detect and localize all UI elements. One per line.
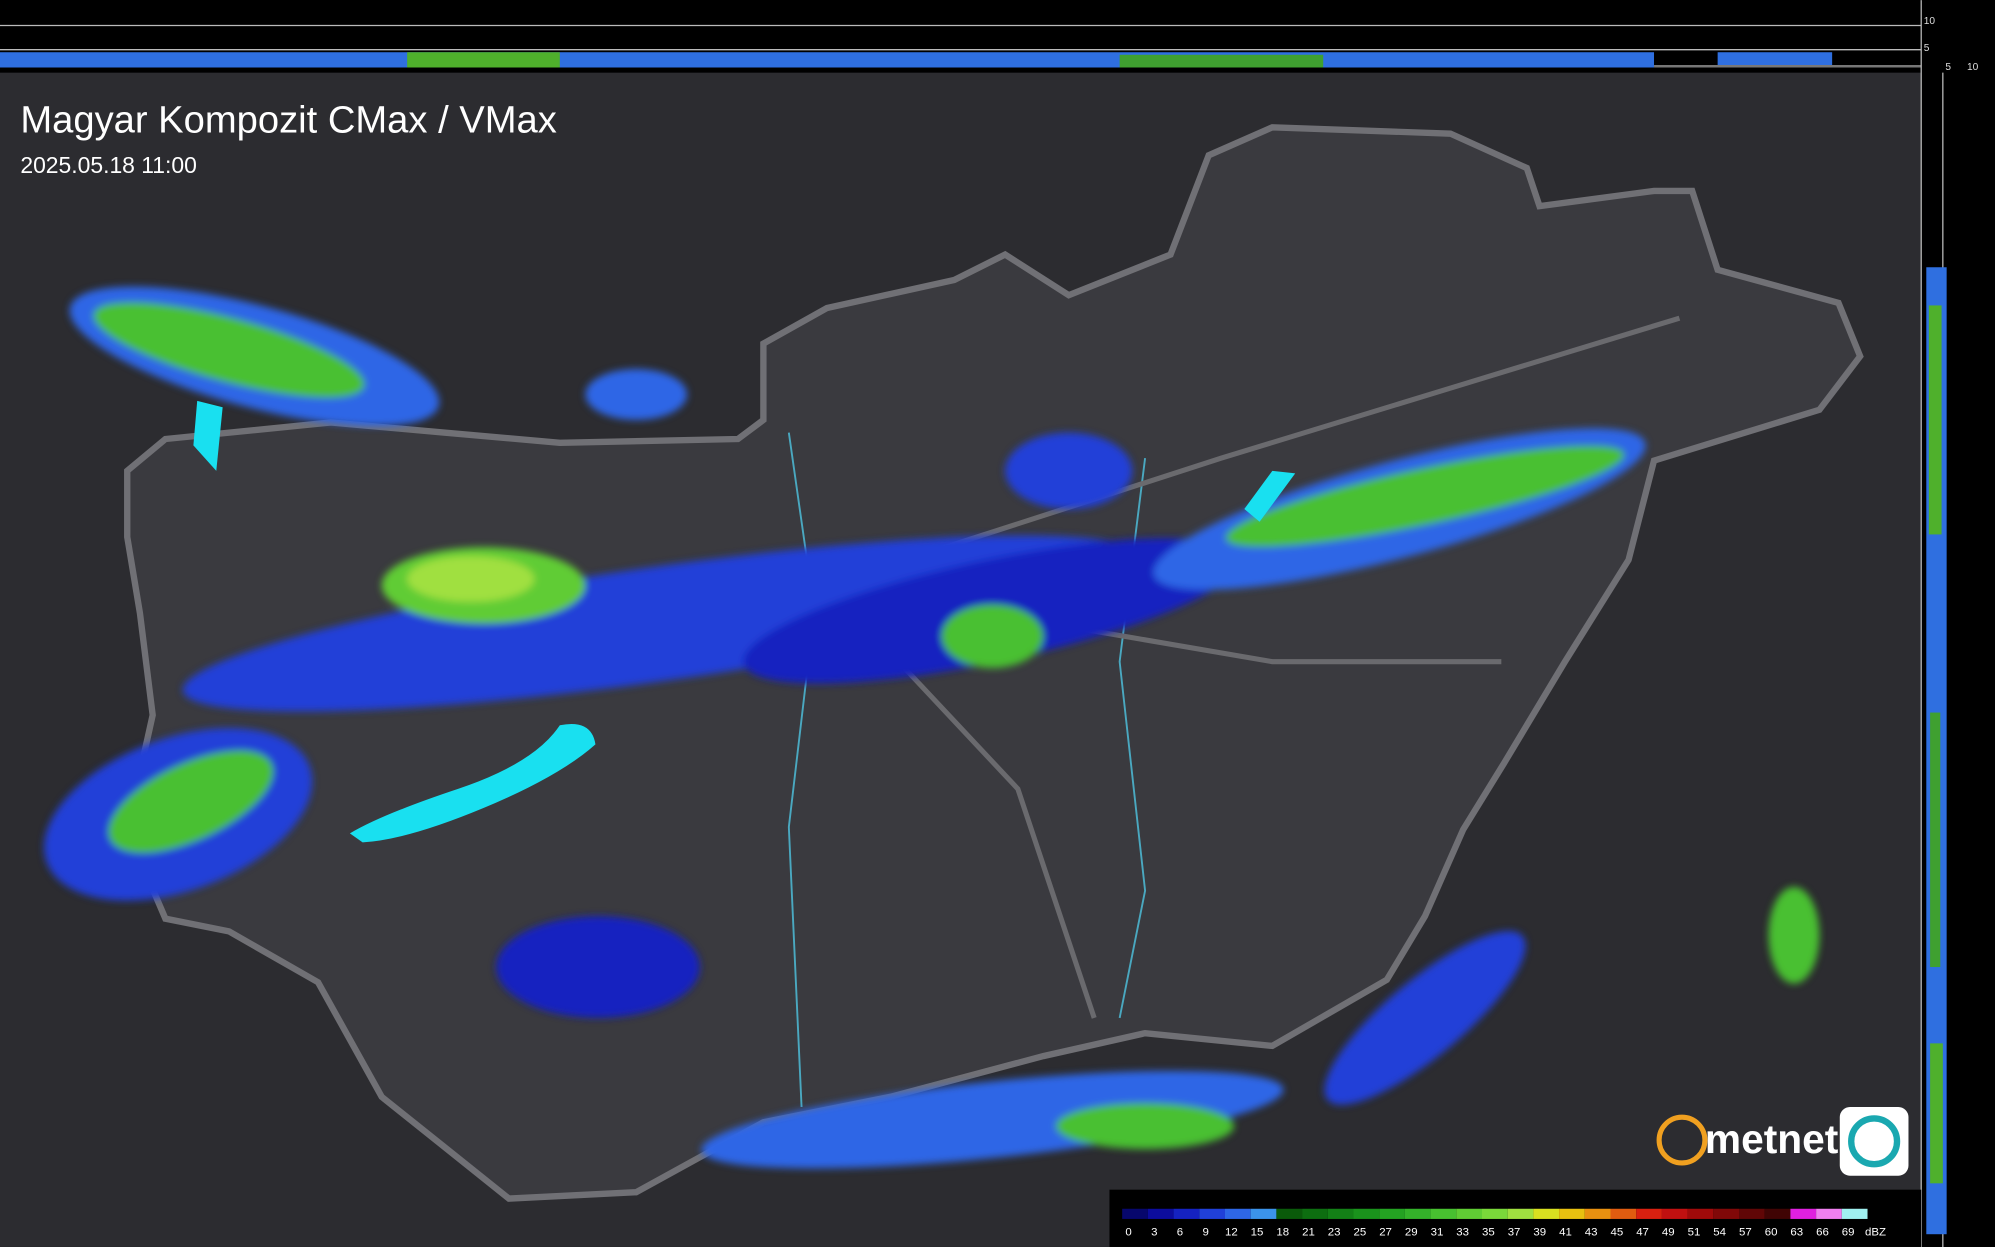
legend-label: 51 — [1688, 1226, 1701, 1238]
echo — [1768, 886, 1820, 984]
legend-swatch — [1559, 1208, 1585, 1219]
legend: 0 3 6 9 12 15 18 21 23 25 27 29 31 33 35 37 39 41 43 45 47 49… — [1122, 1208, 1886, 1238]
river — [787, 432, 816, 1108]
echo — [941, 604, 1044, 669]
echo — [1324, 931, 1526, 1105]
lake — [193, 400, 223, 471]
profile-label: 10 — [1967, 62, 1979, 73]
lake — [1244, 470, 1296, 522]
legend-label: 49 — [1662, 1226, 1675, 1238]
legend-swatch — [1379, 1208, 1405, 1219]
legend-swatch — [1404, 1208, 1431, 1219]
legend-label: 0 — [1125, 1226, 1131, 1238]
profile-echo — [1119, 54, 1324, 68]
echo — [1005, 432, 1133, 509]
echo — [407, 556, 535, 602]
legend-swatch — [1739, 1208, 1765, 1219]
legend-swatch — [1584, 1208, 1611, 1219]
legend-label: 21 — [1302, 1226, 1315, 1238]
legend-swatch — [1661, 1208, 1688, 1219]
legend-label: 57 — [1739, 1226, 1752, 1238]
legend-swatch — [1353, 1208, 1380, 1219]
legend-swatch — [1482, 1208, 1508, 1219]
echo — [182, 535, 1141, 712]
legend-swatch — [1122, 1208, 1148, 1219]
logo: metnet — [1656, 1106, 1909, 1176]
legend-swatch — [1199, 1208, 1225, 1219]
legend-label: 39 — [1533, 1226, 1546, 1238]
legend-swatch — [1327, 1208, 1354, 1219]
logo-sun — [1656, 1114, 1708, 1166]
legend-swatch — [1173, 1208, 1200, 1219]
profile-echo — [0, 52, 1655, 68]
legend-swatch — [1636, 1208, 1662, 1219]
timestamp: 2025.05.18 11:00 — [20, 152, 197, 178]
legend-label: 66 — [1816, 1226, 1829, 1238]
legend-swatch — [1764, 1208, 1791, 1219]
echo — [496, 916, 700, 1018]
profile-echo — [1930, 712, 1941, 968]
profile-echo — [1928, 305, 1942, 535]
legend-swatch — [1816, 1208, 1842, 1219]
legend-swatch — [1841, 1208, 1868, 1219]
echo — [585, 369, 688, 420]
legend-label: 29 — [1405, 1226, 1418, 1238]
legend-label: 69 — [1842, 1226, 1855, 1238]
legend-swatch — [1610, 1208, 1637, 1219]
echo — [93, 302, 365, 398]
legend-label: 33 — [1456, 1226, 1469, 1238]
legend-swatch — [1507, 1208, 1534, 1219]
profile-label: 5 — [1945, 62, 1951, 73]
legend-swatch — [1224, 1208, 1251, 1219]
legend-label: 63 — [1790, 1226, 1803, 1238]
legend-label: 15 — [1251, 1226, 1264, 1238]
legend-label: 6 — [1177, 1226, 1183, 1238]
profile-label: 10 — [1924, 16, 1936, 27]
legend-label: 54 — [1713, 1226, 1726, 1238]
legend-swatch — [1302, 1208, 1328, 1219]
echo — [1225, 445, 1625, 547]
legend-label: 43 — [1585, 1226, 1598, 1238]
legend-swatch — [1687, 1208, 1714, 1219]
legend-swatch — [1276, 1208, 1303, 1219]
legend-label: 23 — [1328, 1226, 1341, 1238]
legend-label: 35 — [1482, 1226, 1495, 1238]
legend-label: 60 — [1765, 1226, 1778, 1238]
logo-text: metnet — [1705, 1116, 1839, 1162]
legend-swatch — [1456, 1208, 1482, 1219]
legend-label: 27 — [1379, 1226, 1392, 1238]
profile-echo — [1930, 1043, 1943, 1184]
legend-swatch — [1147, 1208, 1174, 1219]
legend-label: 37 — [1508, 1226, 1521, 1238]
legend-swatch — [1713, 1208, 1740, 1219]
legend-label: 41 — [1559, 1226, 1572, 1238]
lake — [349, 724, 596, 843]
legend-swatch — [1430, 1208, 1457, 1219]
legend-label: 25 — [1353, 1226, 1366, 1238]
legend-label: 9 — [1202, 1226, 1208, 1238]
radar-echoes — [44, 286, 1820, 1169]
echo — [1056, 1103, 1235, 1149]
legend-label: 12 — [1225, 1226, 1238, 1238]
profile-echo — [1717, 52, 1833, 68]
map-title: Magyar Kompozit CMax / VMax — [20, 98, 556, 141]
legend-unit: dBZ — [1865, 1226, 1886, 1238]
legend-swatch — [1533, 1208, 1560, 1219]
profile-echo — [407, 52, 560, 68]
echo — [701, 1070, 1284, 1169]
logo-swirl — [1848, 1115, 1901, 1168]
legend-label: 18 — [1276, 1226, 1289, 1238]
legend-label: 3 — [1151, 1226, 1157, 1238]
echo — [108, 750, 274, 853]
legend-swatch — [1790, 1208, 1817, 1219]
legend-label: 47 — [1636, 1226, 1649, 1238]
legend-label: 31 — [1431, 1226, 1444, 1238]
legend-swatch — [1250, 1208, 1277, 1219]
profile-label: 5 — [1924, 43, 1930, 54]
legend-label: 45 — [1610, 1226, 1623, 1238]
